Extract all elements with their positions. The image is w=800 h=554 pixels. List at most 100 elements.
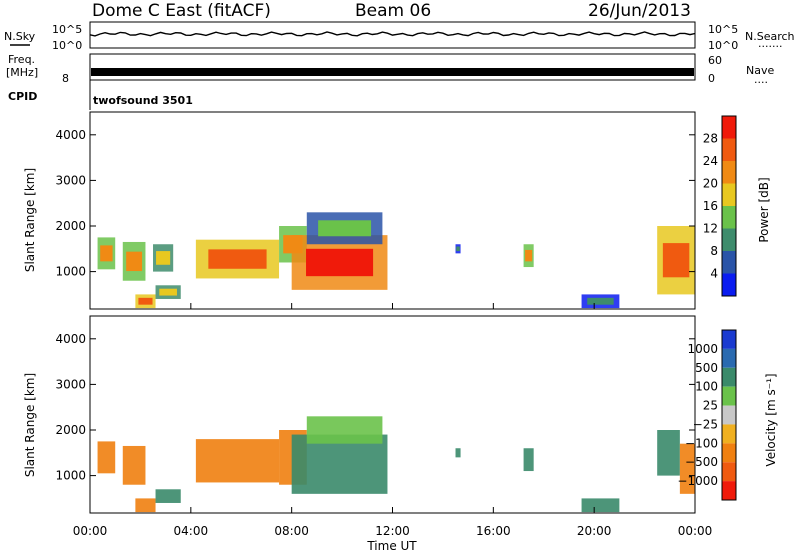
nave-dots: ···· (754, 76, 768, 89)
station-title: Dome C East (fitACF) (92, 1, 271, 21)
velocity-colorbar-tick-0: 1000 (687, 342, 718, 356)
power-colorbar-label: Power [dB] (757, 177, 771, 242)
power-region-core-5 (208, 249, 267, 269)
power-heatmap (97, 212, 695, 309)
freq-unit-label: [MHz] (6, 66, 38, 79)
x-tick-label-2: 08:00 (274, 524, 309, 538)
freq-tick: 8 (62, 72, 69, 85)
velocity-region-12 (581, 498, 620, 513)
velocity-region-7 (306, 416, 383, 444)
power-colorbar-swatch-0 (722, 273, 736, 296)
nsearch-tick-top: 10^5 (708, 23, 738, 36)
power-colorbar-swatch-2 (722, 228, 736, 251)
nsearch-tick-bottom: 10^0 (708, 39, 738, 52)
nsearch-dots: ······· (758, 40, 782, 53)
x-tick-label-1: 04:00 (174, 524, 209, 538)
power-colorbar-tick-5: 24 (703, 154, 718, 168)
velocity-colorbar-tick-7: −1000 (677, 474, 718, 488)
freq-strip: Freq. [MHz] 8 60 0 Nave ···· (6, 53, 774, 89)
velocity-colorbar-swatch-5 (722, 424, 736, 444)
power-y-tick-label-3: 4000 (55, 128, 86, 142)
power-region-core-3 (138, 297, 153, 305)
power-region-core-4 (159, 288, 177, 296)
power-region-core-2 (156, 251, 171, 265)
power-colorbar-swatch-5 (722, 161, 736, 184)
date-title: 26/Jun/2013 (588, 1, 691, 21)
power-colorbar-tick-4: 20 (703, 177, 718, 191)
power-colorbar-swatch-3 (722, 206, 736, 229)
power-y-tick-label-1: 2000 (55, 219, 86, 233)
velocity-yticks: 1000 2000 3000 4000 (55, 332, 695, 483)
power-colorbar-tick-0: 4 (710, 267, 718, 281)
x-tick-label-6: 00:00 (678, 524, 713, 538)
velocity-colorbar-swatch-4 (722, 405, 736, 425)
velocity-colorbar-swatch-3 (722, 386, 736, 406)
velocity-colorbar-tick-3: 25 (703, 399, 718, 413)
velocity-colorbar: 1000 500 100 25 −25 −100 −500 −1000 (677, 329, 737, 501)
power-colorbar-swatch-1 (722, 251, 736, 274)
velocity-ylabel: Slant Range [km] (23, 373, 37, 477)
cpid-label: CPID (8, 90, 37, 103)
power-region-core-10 (525, 249, 533, 262)
power-panel: 1000 2000 3000 4000 Slant Range [km] 4 8 12 16… (23, 111, 771, 310)
nsky-tick-bottom: 10^0 (52, 39, 82, 52)
power-y-tick-label-0: 1000 (55, 265, 86, 279)
velocity-colorbar-swatch-0 (722, 330, 736, 349)
power-region-core-11 (662, 243, 690, 278)
x-tick-label-5: 20:00 (577, 524, 612, 538)
power-colorbar-tick-6: 28 (703, 132, 718, 146)
cpid-program: twofsound 3501 (93, 94, 193, 107)
velocity-region-8 (455, 448, 461, 458)
beam-title: Beam 06 (355, 1, 431, 21)
velocity-region-11 (679, 443, 695, 494)
power-region-core-0 (100, 245, 113, 262)
velocity-region-6 (291, 434, 388, 494)
velocity-colorbar-swatch-1 (722, 348, 736, 368)
time-axis-label: Time UT (366, 539, 417, 553)
velocity-region-10 (657, 430, 680, 476)
power-colorbar-tick-1: 8 (710, 244, 718, 258)
nsky-trace (89, 31, 696, 37)
velocity-region-1 (122, 445, 146, 485)
velocity-panel: 1000 2000 3000 4000 Slant Range [km] 1000 50… (23, 315, 778, 514)
x-tick-label-3: 12:00 (375, 524, 410, 538)
velocity-region-4 (195, 439, 280, 483)
nave-tick-top: 60 (708, 54, 722, 67)
velocity-y-tick-label-3: 4000 (55, 332, 86, 346)
nave-label: Nave (746, 64, 774, 77)
power-ylabel: Slant Range [km] (23, 168, 37, 272)
power-colorbar: 4 8 12 16 20 24 28 (703, 115, 737, 297)
velocity-colorbar-tick-2: 100 (695, 380, 718, 394)
nave-tick-bottom: 0 (708, 72, 715, 85)
power-colorbar-tick-2: 12 (703, 222, 718, 236)
power-colorbar-frame (721, 115, 737, 297)
power-region-core-7 (306, 248, 374, 277)
velocity-colorbar-tick-4: −25 (693, 417, 718, 431)
velocity-colorbar-swatch-8 (722, 481, 736, 500)
freq-label: Freq. (8, 53, 35, 66)
velocity-colorbar-frame (721, 329, 737, 501)
x-tick-label-0: 00:00 (73, 524, 108, 538)
velocity-region-3 (155, 489, 181, 503)
nsky-strip: N.Sky 10^5 10^0 10^5 10^0 N.Search ·····… (4, 21, 795, 53)
power-region-core-8 (318, 220, 372, 237)
velocity-region-2 (135, 498, 156, 513)
velocity-colorbar-label: Velocity [m s⁻¹] (764, 373, 778, 466)
velocity-y-tick-label-2: 3000 (55, 377, 86, 391)
power-colorbar-swatch-4 (722, 183, 736, 206)
velocity-colorbar-swatch-2 (722, 367, 736, 387)
time-axis-ticks: 00:00 04:00 08:00 12:00 16:00 20:00 00:00 (73, 303, 713, 538)
power-colorbar-tick-3: 16 (703, 199, 718, 213)
velocity-y-tick-label-0: 1000 (55, 469, 86, 483)
power-region-core-9 (456, 246, 460, 252)
freq-band (91, 68, 694, 76)
power-colorbar-swatch-7 (722, 116, 736, 139)
power-yticks: 1000 2000 3000 4000 (55, 128, 695, 279)
x-tick-label-4: 16:00 (476, 524, 511, 538)
velocity-colorbar-tick-5: −100 (685, 436, 718, 450)
velocity-colorbar-tick-6: −500 (685, 455, 718, 469)
power-region-core-1 (126, 251, 143, 272)
velocity-colorbar-swatch-6 (722, 443, 736, 463)
nsearch-label: N.Search (745, 30, 795, 43)
